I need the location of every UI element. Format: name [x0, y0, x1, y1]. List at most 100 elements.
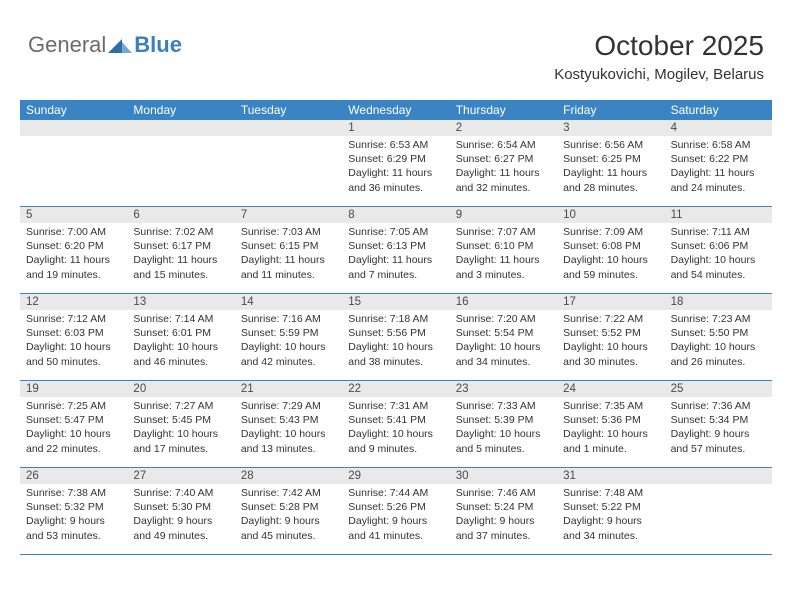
day-cell	[665, 468, 772, 554]
dow-header: Friday	[557, 100, 664, 120]
day-details: Sunrise: 7:03 AMSunset: 6:15 PMDaylight:…	[235, 223, 342, 286]
day-cell: 18Sunrise: 7:23 AMSunset: 5:50 PMDayligh…	[665, 294, 772, 380]
calendar-week: 26Sunrise: 7:38 AMSunset: 5:32 PMDayligh…	[20, 468, 772, 555]
brand-logo: General Blue	[28, 32, 182, 58]
day-number: 11	[665, 207, 772, 223]
day-cell: 13Sunrise: 7:14 AMSunset: 6:01 PMDayligh…	[127, 294, 234, 380]
day-cell: 8Sunrise: 7:05 AMSunset: 6:13 PMDaylight…	[342, 207, 449, 293]
brand-part1: General	[28, 32, 106, 58]
day-details: Sunrise: 6:53 AMSunset: 6:29 PMDaylight:…	[342, 136, 449, 199]
logo-triangle-icon	[108, 37, 132, 53]
day-details: Sunrise: 7:31 AMSunset: 5:41 PMDaylight:…	[342, 397, 449, 460]
day-number: 4	[665, 120, 772, 136]
day-cell: 14Sunrise: 7:16 AMSunset: 5:59 PMDayligh…	[235, 294, 342, 380]
day-cell: 25Sunrise: 7:36 AMSunset: 5:34 PMDayligh…	[665, 381, 772, 467]
day-cell: 24Sunrise: 7:35 AMSunset: 5:36 PMDayligh…	[557, 381, 664, 467]
day-details: Sunrise: 7:46 AMSunset: 5:24 PMDaylight:…	[450, 484, 557, 547]
day-number: 18	[665, 294, 772, 310]
day-cell: 17Sunrise: 7:22 AMSunset: 5:52 PMDayligh…	[557, 294, 664, 380]
day-cell: 23Sunrise: 7:33 AMSunset: 5:39 PMDayligh…	[450, 381, 557, 467]
day-cell: 12Sunrise: 7:12 AMSunset: 6:03 PMDayligh…	[20, 294, 127, 380]
day-cell: 16Sunrise: 7:20 AMSunset: 5:54 PMDayligh…	[450, 294, 557, 380]
calendar-week: 12Sunrise: 7:12 AMSunset: 6:03 PMDayligh…	[20, 294, 772, 381]
day-details: Sunrise: 7:44 AMSunset: 5:26 PMDaylight:…	[342, 484, 449, 547]
day-details: Sunrise: 6:56 AMSunset: 6:25 PMDaylight:…	[557, 136, 664, 199]
dow-header: Monday	[127, 100, 234, 120]
day-details: Sunrise: 7:23 AMSunset: 5:50 PMDaylight:…	[665, 310, 772, 373]
day-details: Sunrise: 7:35 AMSunset: 5:36 PMDaylight:…	[557, 397, 664, 460]
day-details: Sunrise: 7:40 AMSunset: 5:30 PMDaylight:…	[127, 484, 234, 547]
day-number: 1	[342, 120, 449, 136]
day-number	[20, 120, 127, 136]
day-number: 25	[665, 381, 772, 397]
day-cell	[127, 120, 234, 206]
day-details: Sunrise: 7:27 AMSunset: 5:45 PMDaylight:…	[127, 397, 234, 460]
day-number: 19	[20, 381, 127, 397]
calendar-week: 1Sunrise: 6:53 AMSunset: 6:29 PMDaylight…	[20, 120, 772, 207]
day-number: 22	[342, 381, 449, 397]
header-block: October 2025 Kostyukovichi, Mogilev, Bel…	[554, 30, 764, 83]
day-number	[235, 120, 342, 136]
day-details: Sunrise: 6:58 AMSunset: 6:22 PMDaylight:…	[665, 136, 772, 199]
day-cell: 1Sunrise: 6:53 AMSunset: 6:29 PMDaylight…	[342, 120, 449, 206]
day-details: Sunrise: 7:14 AMSunset: 6:01 PMDaylight:…	[127, 310, 234, 373]
day-cell: 27Sunrise: 7:40 AMSunset: 5:30 PMDayligh…	[127, 468, 234, 554]
day-cell	[20, 120, 127, 206]
day-details: Sunrise: 7:25 AMSunset: 5:47 PMDaylight:…	[20, 397, 127, 460]
day-number: 24	[557, 381, 664, 397]
dow-header: Thursday	[450, 100, 557, 120]
day-number: 7	[235, 207, 342, 223]
day-details: Sunrise: 7:09 AMSunset: 6:08 PMDaylight:…	[557, 223, 664, 286]
day-number: 31	[557, 468, 664, 484]
day-details: Sunrise: 6:54 AMSunset: 6:27 PMDaylight:…	[450, 136, 557, 199]
calendar-grid: SundayMondayTuesdayWednesdayThursdayFrid…	[20, 100, 772, 555]
day-cell: 28Sunrise: 7:42 AMSunset: 5:28 PMDayligh…	[235, 468, 342, 554]
day-cell: 26Sunrise: 7:38 AMSunset: 5:32 PMDayligh…	[20, 468, 127, 554]
day-cell: 20Sunrise: 7:27 AMSunset: 5:45 PMDayligh…	[127, 381, 234, 467]
calendar-week: 19Sunrise: 7:25 AMSunset: 5:47 PMDayligh…	[20, 381, 772, 468]
day-details: Sunrise: 7:02 AMSunset: 6:17 PMDaylight:…	[127, 223, 234, 286]
day-cell: 30Sunrise: 7:46 AMSunset: 5:24 PMDayligh…	[450, 468, 557, 554]
location-text: Kostyukovichi, Mogilev, Belarus	[554, 66, 764, 83]
day-number: 26	[20, 468, 127, 484]
day-number: 27	[127, 468, 234, 484]
day-cell: 10Sunrise: 7:09 AMSunset: 6:08 PMDayligh…	[557, 207, 664, 293]
day-details: Sunrise: 7:20 AMSunset: 5:54 PMDaylight:…	[450, 310, 557, 373]
day-number: 12	[20, 294, 127, 310]
day-number: 29	[342, 468, 449, 484]
day-cell: 11Sunrise: 7:11 AMSunset: 6:06 PMDayligh…	[665, 207, 772, 293]
day-cell: 9Sunrise: 7:07 AMSunset: 6:10 PMDaylight…	[450, 207, 557, 293]
dow-header: Wednesday	[342, 100, 449, 120]
day-cell: 6Sunrise: 7:02 AMSunset: 6:17 PMDaylight…	[127, 207, 234, 293]
day-number: 28	[235, 468, 342, 484]
day-number: 15	[342, 294, 449, 310]
day-number: 17	[557, 294, 664, 310]
day-cell: 21Sunrise: 7:29 AMSunset: 5:43 PMDayligh…	[235, 381, 342, 467]
day-details: Sunrise: 7:18 AMSunset: 5:56 PMDaylight:…	[342, 310, 449, 373]
day-number: 3	[557, 120, 664, 136]
day-cell: 19Sunrise: 7:25 AMSunset: 5:47 PMDayligh…	[20, 381, 127, 467]
day-number	[127, 120, 234, 136]
day-cell: 2Sunrise: 6:54 AMSunset: 6:27 PMDaylight…	[450, 120, 557, 206]
dow-header: Sunday	[20, 100, 127, 120]
day-details: Sunrise: 7:05 AMSunset: 6:13 PMDaylight:…	[342, 223, 449, 286]
day-details: Sunrise: 7:16 AMSunset: 5:59 PMDaylight:…	[235, 310, 342, 373]
day-number: 9	[450, 207, 557, 223]
day-details: Sunrise: 7:22 AMSunset: 5:52 PMDaylight:…	[557, 310, 664, 373]
dow-header-row: SundayMondayTuesdayWednesdayThursdayFrid…	[20, 100, 772, 120]
brand-part2: Blue	[134, 32, 182, 58]
month-title: October 2025	[554, 30, 764, 62]
day-number: 30	[450, 468, 557, 484]
day-number: 14	[235, 294, 342, 310]
weeks-container: 1Sunrise: 6:53 AMSunset: 6:29 PMDaylight…	[20, 120, 772, 555]
calendar-week: 5Sunrise: 7:00 AMSunset: 6:20 PMDaylight…	[20, 207, 772, 294]
dow-header: Saturday	[665, 100, 772, 120]
day-number: 23	[450, 381, 557, 397]
day-details: Sunrise: 7:42 AMSunset: 5:28 PMDaylight:…	[235, 484, 342, 547]
day-details: Sunrise: 7:48 AMSunset: 5:22 PMDaylight:…	[557, 484, 664, 547]
day-number	[665, 468, 772, 484]
day-details: Sunrise: 7:12 AMSunset: 6:03 PMDaylight:…	[20, 310, 127, 373]
day-number: 13	[127, 294, 234, 310]
dow-header: Tuesday	[235, 100, 342, 120]
day-details: Sunrise: 7:33 AMSunset: 5:39 PMDaylight:…	[450, 397, 557, 460]
